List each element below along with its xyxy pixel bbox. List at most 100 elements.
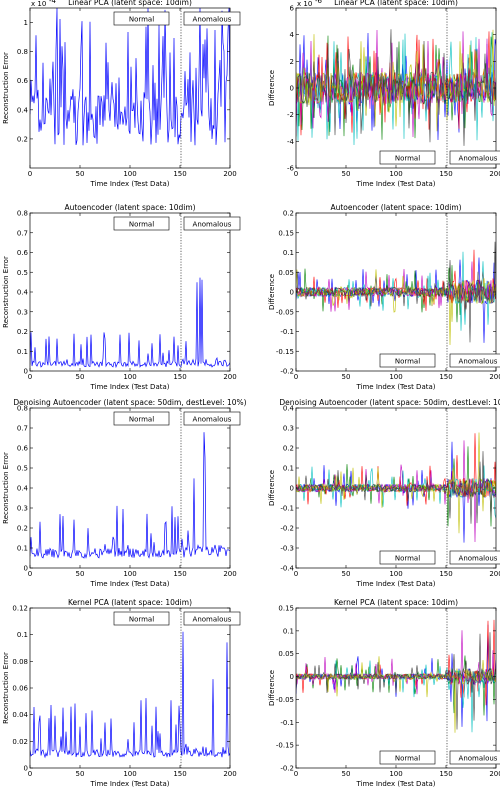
x-tick-label: 100 [389,570,402,578]
anomalous-label: Anomalous [459,555,498,563]
x-tick-label: 100 [389,770,402,778]
normal-box [379,750,436,765]
y-tick-label: 0.4 [17,106,29,114]
x-tick-label: 200 [223,170,236,178]
chart-panel-7: Kernel PCA (latent space: 10dim) 0 50 100 15… [2,598,241,788]
y-tick-label: 0.3 [17,308,28,316]
axes-frame [29,407,231,569]
y-axis-label: Difference [268,670,276,706]
x-axis-label: Time Index (Test Data) [89,580,169,588]
y-tick-label: 0.02 [12,738,28,746]
y-tick-label: 0.1 [17,631,28,639]
x-tick-label: 0 [28,373,32,381]
y-tick-label: -2 [287,111,294,119]
y-tick-label: 0.5 [17,465,28,473]
anomalous-label: Anomalous [459,755,498,763]
axes-frame [29,607,231,769]
x-axis-label: Time Index (Test Data) [89,780,169,788]
x-tick-label: 150 [439,170,452,178]
y-tick-label: 0.05 [278,650,294,658]
y-tick-label: 0.04 [12,711,28,719]
exponent-power: -6 [315,0,323,5]
x-axis-label: Time Index (Test Data) [355,780,435,788]
y-axis-label: Reconstruction Error [2,256,10,328]
y-tick-label: 0.2 [283,210,294,218]
x-tick-label: 0 [28,570,32,578]
anomalous-label: Anomalous [193,416,232,424]
y-tick-label: 0.12 [12,605,28,613]
exponent-label: x 10 [31,0,46,8]
y-tick-label: -0.05 [276,696,294,704]
normal-label: Normal [129,16,154,24]
chart-title: Linear PCA (latent space: 10dim) [68,0,192,7]
anomalous-label: Anomalous [459,155,498,163]
normal-box [379,150,436,165]
y-tick-label: 0.2 [17,525,28,533]
y-tick-label: -0.2 [280,368,294,376]
normal-box [379,353,436,368]
plot-area [296,29,496,146]
normal-label: Normal [129,221,154,229]
x-tick-label: 150 [439,770,452,778]
plot-area [296,241,496,346]
x-tick-label: 100 [123,570,136,578]
series-line-1 [30,8,230,146]
y-tick-label: 0.4 [17,289,29,297]
y-tick-label: 0.7 [17,425,28,433]
y-tick-label: -0.4 [280,565,294,573]
chart-panel-8: Kernel PCA (latent space: 10dim) 0 50 100 15… [268,598,500,788]
y-tick-label: 0.6 [17,249,29,257]
chart-panel-6: Denoising Autoencoder (latent space: 50d… [268,398,500,588]
x-tick-label: 150 [173,570,186,578]
y-tick-label: 0.05 [278,269,294,277]
anomalous-label: Anomalous [459,358,498,366]
y-tick-label: -6 [287,165,295,173]
anomalous-box [183,611,241,626]
chart-panel-3: Autoencoder (latent space: 10dim) 0 50 100 1… [2,203,241,391]
y-axis-label: Difference [268,470,276,506]
series-line-7 [296,241,496,343]
x-tick-label: 150 [173,770,186,778]
x-tick-label: 50 [342,373,351,381]
anomalous-box [449,353,500,368]
normal-box [113,611,170,626]
anomalous-label: Anomalous [193,16,232,24]
y-tick-label: 0.1 [283,249,294,257]
x-tick-label: 50 [342,170,351,178]
y-tick-label: -0.2 [280,765,294,773]
x-axis-label: Time Index (Test Data) [355,580,435,588]
x-tick-label: 0 [294,770,298,778]
normal-label: Normal [129,416,154,424]
y-tick-label: 1 [24,19,28,27]
y-tick-label: 0.3 [17,505,28,513]
chart-title: Denoising Autoencoder (latent space: 50d… [13,398,246,407]
series-line-7 [296,29,496,146]
series-line-7 [296,451,496,524]
y-tick-label: 0.2 [17,328,28,336]
x-tick-label: 0 [294,570,298,578]
chart-title: Autoencoder (latent space: 10dim) [330,203,461,212]
y-tick-label: 0.8 [17,48,28,56]
y-tick-label: 4 [290,31,295,39]
plot-area [296,432,496,543]
normal-box [113,411,170,426]
x-tick-label: 200 [489,170,500,178]
y-tick-label: 0 [290,673,294,681]
y-tick-label: 0.8 [17,210,28,218]
series-line-1 [30,631,230,759]
y-tick-label: 0.2 [17,135,28,143]
x-tick-label: 0 [28,770,32,778]
y-tick-label: 0.4 [17,485,29,493]
y-axis-label: Reconstruction Error [2,52,10,124]
anomalous-box [449,750,500,765]
x-tick-label: 50 [76,373,85,381]
exponent-power: -4 [49,0,57,5]
normal-label: Normal [395,358,420,366]
y-tick-label: -0.2 [280,525,294,533]
chart-title: Kernel PCA (latent space: 10dim) [68,598,192,607]
plot-area [296,619,496,733]
x-axis-label: Time Index (Test Data) [89,383,169,391]
x-tick-label: 100 [123,770,136,778]
y-tick-label: 0.3 [283,425,294,433]
anomalous-box [183,11,241,26]
